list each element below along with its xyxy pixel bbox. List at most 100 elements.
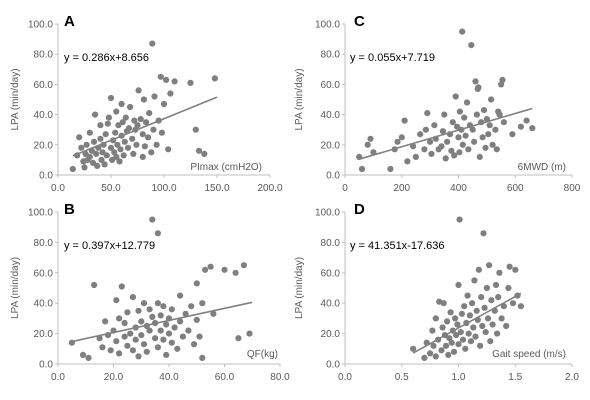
data-point (157, 73, 164, 80)
data-point (129, 294, 136, 301)
panel-label: A (64, 13, 75, 30)
y-tick-label: 60.0 (34, 268, 54, 279)
data-point (149, 216, 156, 223)
data-point (465, 146, 472, 153)
x-axis-label: PImax (cmH2O) (190, 162, 262, 173)
data-point (188, 303, 195, 310)
data-point (496, 269, 503, 276)
chart-panel-c: 0.0 20.0 40.0 60.0 80.0 100.0 0 200 400 600 800 LPA… (294, 13, 581, 194)
data-point (506, 263, 513, 270)
data-point (480, 230, 487, 237)
data-point (113, 108, 120, 115)
data-point (438, 347, 445, 354)
data-point (139, 153, 146, 160)
data-point (114, 141, 121, 148)
data-point (494, 330, 501, 337)
data-point (201, 150, 208, 157)
data-point (476, 153, 483, 160)
data-point (444, 138, 451, 145)
y-tick-label: 0.0 (326, 171, 340, 182)
data-point (498, 315, 505, 322)
data-point (482, 329, 489, 336)
data-point (412, 153, 419, 160)
data-point (86, 129, 93, 136)
y-axis-label: LPA (min/day) (10, 257, 21, 319)
data-point (394, 138, 401, 145)
data-point (157, 327, 164, 334)
data-point (461, 303, 468, 310)
data-point (410, 143, 417, 150)
data-point (135, 307, 142, 314)
data-point (417, 131, 424, 138)
data-point (177, 292, 184, 299)
data-point (158, 129, 165, 136)
data-point (484, 315, 492, 322)
y-tick-label: 20.0 (34, 140, 54, 151)
data-point (246, 330, 253, 337)
data-point (138, 318, 145, 325)
data-point (116, 315, 123, 322)
data-point (193, 316, 200, 323)
data-point (107, 94, 115, 102)
data-point (467, 338, 475, 345)
data-point (523, 117, 530, 124)
data-point (129, 347, 136, 354)
data-point (199, 354, 206, 361)
data-point (116, 158, 123, 165)
data-point (462, 132, 469, 139)
data-point (138, 332, 145, 339)
data-point (92, 111, 99, 118)
data-point (438, 143, 445, 150)
data-point (473, 307, 480, 314)
data-point (477, 342, 484, 349)
data-point (475, 266, 482, 273)
data-point (470, 324, 477, 331)
data-point (137, 116, 144, 123)
data-point (457, 329, 464, 336)
data-point (431, 122, 438, 129)
data-point (432, 315, 439, 322)
x-tick-label: 1.0 (452, 372, 466, 383)
x-tick-label: 800 (564, 183, 581, 194)
data-point (221, 266, 228, 273)
data-point (482, 144, 489, 151)
x-tick-label: 150.0 (204, 183, 229, 194)
data-point (444, 318, 451, 325)
data-point (500, 119, 507, 126)
y-tick-label: 40.0 (34, 299, 54, 310)
data-point (157, 312, 164, 319)
data-point (81, 164, 88, 171)
data-point (488, 297, 495, 304)
chart-panel-a: 0.0 20.0 40.0 60.0 80.0 100.0 0.0 50.0 100.0 150.… (10, 13, 283, 194)
data-point (132, 336, 139, 343)
data-point (199, 300, 206, 307)
panel-label: B (64, 201, 75, 218)
data-point (468, 42, 475, 49)
data-point (177, 318, 184, 325)
x-tick-label: 200 (393, 183, 410, 194)
data-point (529, 125, 536, 132)
y-tick-label: 80.0 (321, 238, 341, 249)
data-point (113, 338, 120, 345)
x-tick-label: 0.0 (51, 372, 65, 383)
data-point (152, 335, 159, 342)
data-point (505, 284, 512, 292)
data-point (154, 344, 161, 351)
data-point (422, 126, 429, 133)
data-point (119, 119, 126, 126)
data-point (115, 122, 122, 129)
y-tick-label: 100.0 (315, 208, 340, 219)
x-tick-label: 80.0 (270, 372, 290, 383)
data-point (185, 327, 192, 334)
panel-label: C (354, 13, 365, 30)
data-point (211, 75, 218, 82)
panel-label: D (354, 201, 365, 218)
data-point (182, 310, 189, 317)
y-tick-label: 40.0 (34, 110, 54, 121)
data-point (97, 135, 104, 142)
trendline (71, 301, 253, 343)
data-point (146, 327, 153, 334)
x-tick-label: 200.0 (257, 183, 282, 194)
x-tick-label: 1.5 (508, 372, 522, 383)
